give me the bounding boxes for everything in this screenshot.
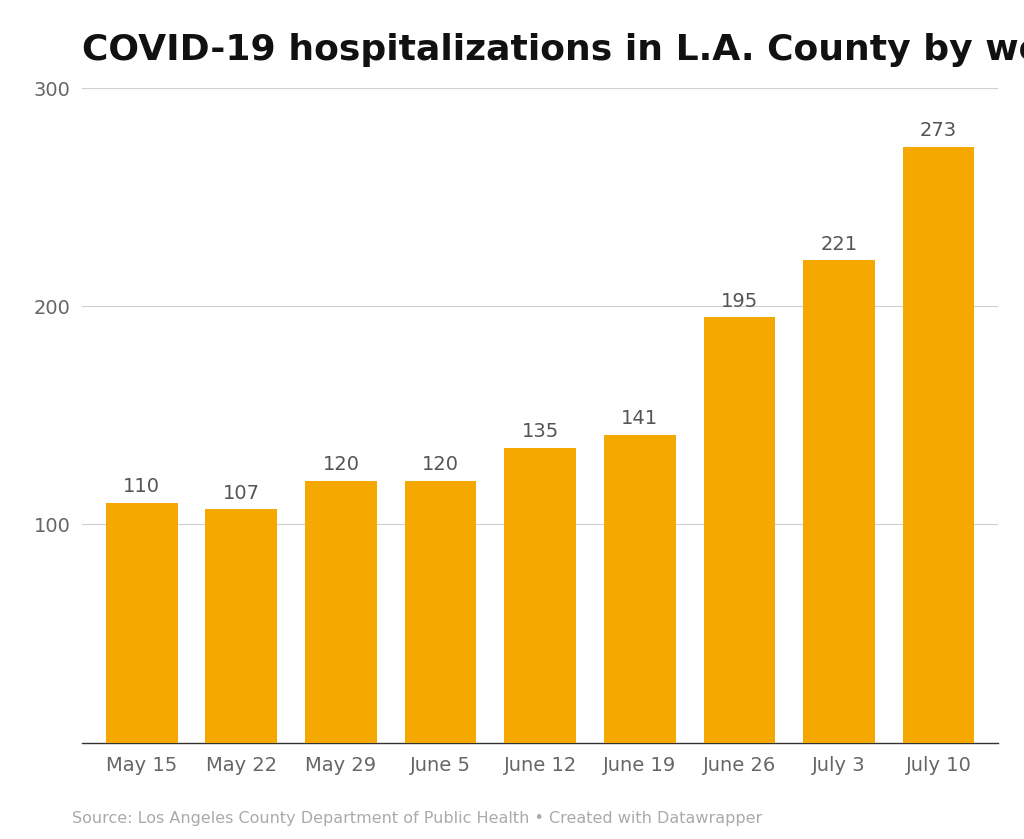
Bar xyxy=(504,448,577,743)
Bar xyxy=(404,481,476,743)
Text: 195: 195 xyxy=(721,292,758,310)
Text: 273: 273 xyxy=(921,122,957,140)
Text: Source: Los Angeles County Department of Public Health • Created with Datawrappe: Source: Los Angeles County Department of… xyxy=(72,811,762,826)
Text: 135: 135 xyxy=(521,423,559,441)
Bar xyxy=(903,147,975,743)
Bar xyxy=(206,509,278,743)
Bar xyxy=(703,317,775,743)
Text: COVID-19 hospitalizations in L.A. County by week: COVID-19 hospitalizations in L.A. County… xyxy=(82,34,1024,67)
Text: 120: 120 xyxy=(323,456,359,474)
Bar xyxy=(803,260,874,743)
Bar xyxy=(105,503,177,743)
Text: 141: 141 xyxy=(622,409,658,429)
Text: 120: 120 xyxy=(422,456,459,474)
Text: 221: 221 xyxy=(820,235,857,254)
Bar xyxy=(604,435,676,743)
Text: 110: 110 xyxy=(123,477,160,496)
Bar xyxy=(305,481,377,743)
Text: 107: 107 xyxy=(223,483,260,503)
